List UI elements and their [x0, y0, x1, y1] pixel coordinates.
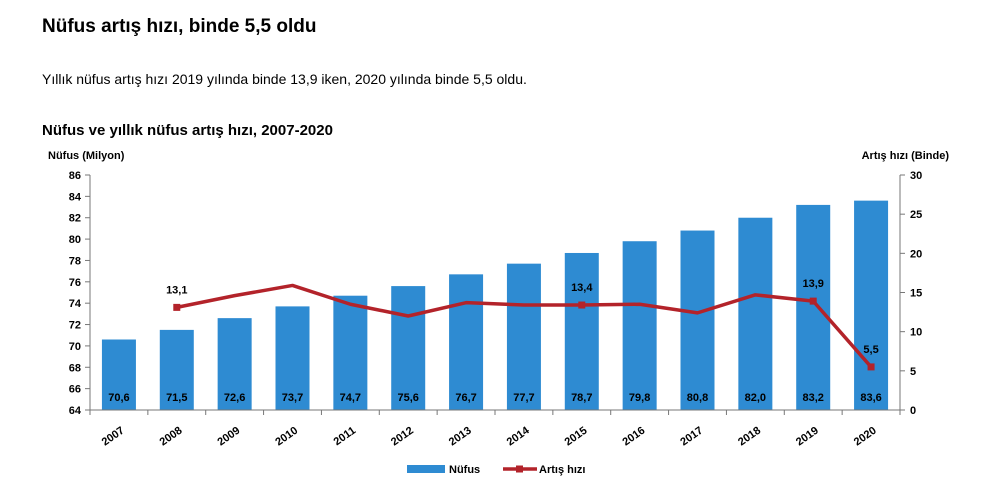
bar-value-label: 78,7 [571, 392, 592, 404]
bar-value-label: 74,7 [340, 392, 361, 404]
bar [159, 329, 194, 410]
bar-value-label: 80,8 [687, 392, 708, 404]
bar [738, 217, 773, 410]
x-axis-tick-label: 2011 [332, 425, 358, 449]
right-axis-tick-label: 20 [910, 248, 922, 260]
left-axis-tick-label: 82 [69, 213, 81, 225]
x-axis-tick-label: 2013 [447, 425, 474, 449]
bar [391, 286, 426, 410]
x-axis-tick-label: 2015 [563, 425, 590, 449]
x-axis-tick-label: 2010 [273, 425, 300, 449]
bar [564, 252, 599, 410]
left-axis: 64 66 68 70 72 74 76 78 80 82 84 86 [69, 170, 91, 417]
legend-label-line: Artış hızı [539, 464, 585, 476]
right-axis: 0 5 10 15 20 25 30 [899, 170, 922, 417]
right-axis-tick-label: 5 [910, 366, 916, 378]
bar [101, 339, 136, 410]
legend: Nüfus Artış hızı [407, 464, 585, 476]
page-subtitle: Yıllık nüfus artış hızı 2019 yılında bin… [42, 71, 527, 87]
left-axis-tick-label: 68 [69, 362, 81, 374]
right-axis-title: Artış hızı (Binde) [862, 150, 950, 162]
legend-swatch-bar [407, 465, 445, 473]
x-axis-tick-label: 2012 [389, 425, 416, 449]
line-marker [867, 363, 875, 371]
line-marker [809, 297, 817, 305]
bar [506, 263, 541, 410]
left-axis-tick-label: 84 [69, 191, 82, 203]
bar [854, 200, 889, 410]
x-axis-tick-label: 2007 [100, 425, 127, 449]
x-axis: 2007 2008 2009 2010 2011 2012 2013 2014 2015 2016… [89, 409, 901, 449]
left-axis-tick-label: 74 [69, 298, 82, 310]
x-axis-tick-label: 2020 [852, 425, 879, 449]
bar-value-label: 71,5 [166, 392, 187, 404]
bar-value-label: 76,7 [455, 392, 476, 404]
left-axis-tick-label: 76 [69, 277, 81, 289]
right-axis-tick-label: 25 [910, 209, 922, 221]
chart-title: Nüfus ve yıllık nüfus artış hızı, 2007-2… [42, 122, 333, 139]
x-axis-tick-label: 2018 [736, 425, 763, 449]
bar-value-label: 70,6 [108, 392, 129, 404]
bar-value-label: 83,6 [860, 392, 881, 404]
x-axis-tick-label: 2017 [678, 425, 705, 449]
bar [275, 306, 310, 410]
line-value-label: 13,9 [803, 278, 824, 290]
legend-label-bar: Nüfus [449, 464, 480, 476]
left-axis-tick-label: 78 [69, 255, 81, 267]
left-axis-tick-label: 70 [69, 341, 81, 353]
bar [333, 295, 368, 410]
legend-swatch-marker [516, 465, 523, 473]
bar [680, 230, 715, 410]
left-axis-tick-label: 86 [69, 170, 81, 182]
right-axis-tick-label: 10 [910, 327, 922, 339]
bar-value-label: 83,2 [803, 392, 824, 404]
x-axis-tick-label: 2008 [158, 425, 185, 449]
left-axis-tick-label: 80 [69, 234, 81, 246]
line-series: 13,1 13,4 13,9 5,5 [166, 278, 879, 371]
line-marker [578, 301, 586, 309]
x-axis-tick-label: 2016 [620, 425, 647, 449]
line-value-label: 5,5 [863, 344, 878, 356]
bar-value-label: 73,7 [282, 392, 303, 404]
right-axis-tick-label: 30 [910, 170, 922, 182]
bar-value-label: 75,6 [398, 392, 419, 404]
line-marker [173, 303, 181, 311]
left-axis-tick-label: 66 [69, 384, 81, 396]
page-headline: Nüfus artış hızı, binde 5,5 oldu [42, 16, 317, 37]
left-axis-title: Nüfus (Milyon) [48, 150, 125, 162]
x-axis-tick-label: 2019 [794, 425, 821, 449]
bar-value-label: 82,0 [745, 392, 766, 404]
bar [449, 274, 484, 410]
bar-series: 70,6 71,5 72,6 73,7 74,7 75,6 76,7 77,7 78,7 79,8… [101, 200, 889, 410]
left-axis-tick-label: 72 [69, 320, 81, 332]
x-axis-tick-label: 2009 [215, 425, 242, 449]
right-axis-tick-label: 0 [910, 405, 916, 417]
bar [622, 241, 657, 410]
x-axis-tick-label: 2014 [505, 424, 533, 448]
bar-value-label: 77,7 [513, 392, 534, 404]
bar [217, 318, 252, 410]
bar-value-label: 72,6 [224, 392, 245, 404]
line-path [176, 283, 873, 369]
line-value-label: 13,4 [571, 282, 593, 294]
bar-value-label: 79,8 [629, 392, 650, 404]
right-axis-tick-label: 15 [910, 288, 922, 300]
left-axis-tick-label: 64 [69, 405, 82, 417]
line-value-label: 13,1 [166, 284, 187, 296]
bar [796, 204, 831, 410]
